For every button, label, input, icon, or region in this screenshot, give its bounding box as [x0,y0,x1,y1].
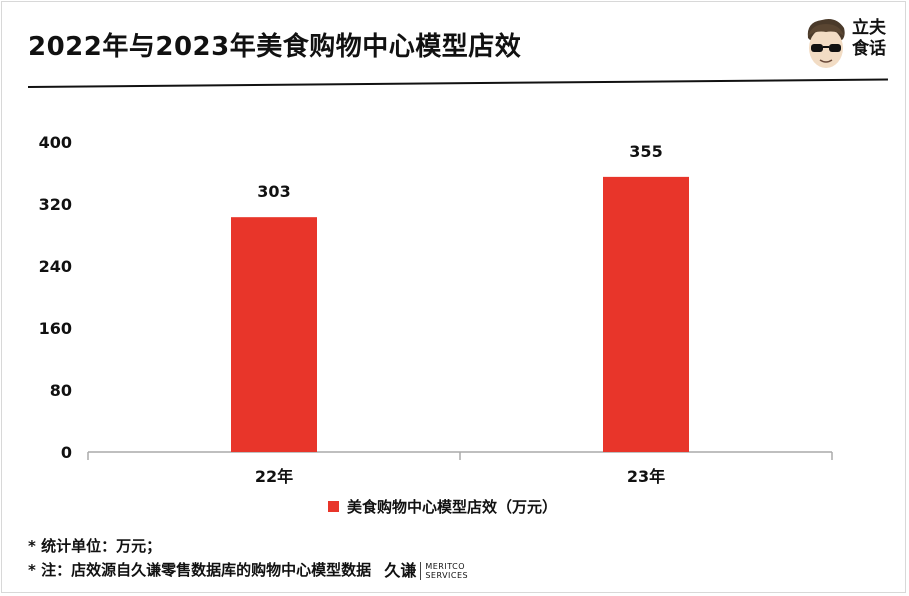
bar-22年 [231,217,317,452]
data-label: 303 [257,182,290,201]
page-title: 2022年与2023年美食购物中心模型店效 [28,32,522,62]
meritco-logo-cn: 久谦 [384,560,417,580]
meritco-logo: 久谦 MERITCO SERVICES [384,559,468,583]
meritco-logo-en2: SERVICES [425,570,469,580]
data-label: 355 [629,142,662,161]
footnote-source: * 注：店效源自久谦零售数据库的购物中心模型数据 久谦 MERITCO SERV… [28,558,468,583]
y-tick-label: 80 [50,381,72,400]
footnote-source-text: * 注：店效源自久谦零售数据库的购物中心模型数据 [28,561,372,579]
y-tick-label: 240 [39,257,72,276]
bar-23年 [603,176,689,452]
y-tick-label: 320 [39,195,72,214]
y-tick-label: 0 [61,443,72,462]
meritco-logo-en1: MERITCO [425,561,466,571]
footnote-unit: * 统计单位：万元； [28,537,162,555]
brand-logo-text: 立夫 食话 [852,18,892,60]
legend-swatch [328,501,339,512]
brand-logo-line2: 食话 [852,39,886,59]
x-category-label: 22年 [255,467,293,486]
avatar-with-sunglasses-icon [807,19,845,68]
brand-logo-line1: 立夫 [852,18,886,38]
meritco-logo-divider [420,561,422,580]
footnotes: * 统计单位：万元； * 注：店效源自久谦零售数据库的购物中心模型数据 久谦 M… [28,534,468,583]
x-category-label: 23年 [627,467,665,486]
y-tick-label: 400 [39,133,72,152]
meritco-logo-en: MERITCO SERVICES [425,562,468,580]
legend-label: 美食购物中心模型店效（万元） [347,498,558,516]
legend: 美食购物中心模型店效（万元） [328,496,557,517]
y-tick-label: 160 [39,319,72,338]
